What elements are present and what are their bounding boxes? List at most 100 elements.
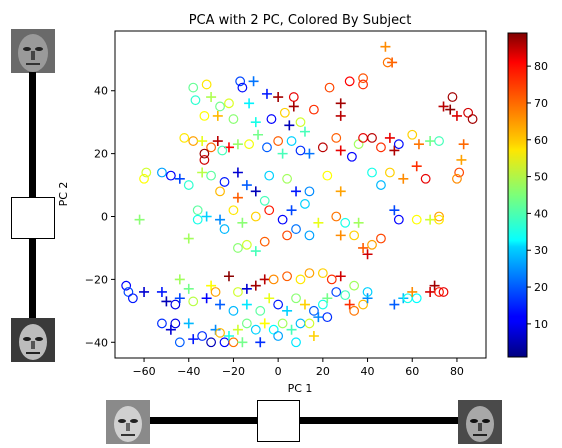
scatter-point-plus [335,271,346,282]
scatter-point-plus [344,299,355,310]
scatter-point-circle [277,318,288,329]
scatter-point-plus [255,337,266,348]
scatter-point-circle [331,211,342,222]
scatter-point-circle [304,186,315,197]
scatter-point-circle [291,293,301,304]
vertical-slider-handle[interactable] [11,197,55,239]
scatter-point-circle [273,331,284,341]
scatter-point-circle [309,104,319,115]
scatter-point-plus [335,145,346,156]
scatter-point-plus [425,136,436,147]
scatter-point-circle [358,73,368,84]
scatter-point-circle [215,186,225,197]
scatter-point-plus [174,274,185,285]
scatter-point-circle [309,305,319,316]
scatter-point-circle [174,337,185,348]
scatter-point-plus [183,318,194,329]
scatter-point-circle [228,114,239,124]
colorbar-tick-label: 50 [534,171,548,184]
y-axis-ticks: −40 −20 0 20 40 [85,85,115,349]
vertical-slider-track[interactable] [29,72,36,320]
scatter-point-circle [340,217,351,228]
scatter-point-circle [228,305,239,316]
scatter-point-plus [183,233,194,244]
scatter-point-circle [382,57,393,68]
x-axis-label: PC 1 [288,382,313,395]
scatter-point-circle [273,136,284,146]
scatter-point-plus [358,242,369,253]
scatter-point-circle [304,268,315,279]
scatter-point-circle [255,305,266,316]
scatter-point-plus [425,214,436,225]
scatter-point-circle [206,337,217,348]
chart-title: PCA with 2 PC, Colored By Subject [189,13,412,28]
scatter-point-circle [362,287,373,297]
y-tick-label: 0 [101,211,108,224]
scatter-point-circle [233,243,243,253]
scatter-point-circle [376,233,386,244]
scatter-point-plus [353,217,364,228]
scatter-point-circle [259,195,270,206]
scatter-point-plus [232,324,243,335]
scatter-point-circle [367,167,377,178]
scatter-point-circle [215,327,225,338]
scatter-point-circle [219,224,230,234]
scatter-point-plus [286,205,297,216]
scatter-point-plus [458,139,469,150]
horizontal-slider-track[interactable] [150,417,460,424]
scatter-point-plus [197,167,208,178]
scatter-point-plus [183,283,194,294]
colorbar-tick-label: 40 [534,207,548,220]
scatter-point-circle [190,95,201,106]
scatter-point-circle [434,211,444,222]
horizontal-slider-handle[interactable] [257,400,300,442]
scatter-point-circle [266,114,277,124]
scatter-point-plus [335,230,346,241]
x-axis-ticks: −60 −40 −20 0 20 40 60 80 [132,358,464,378]
scatter-point-circle [264,205,275,216]
scatter-point-plus [241,299,252,310]
scatter-point-circle [264,170,275,181]
scatter-point-plus [232,167,243,178]
scatter-point-plus [134,214,145,225]
face-thumbnail-icon [11,318,55,362]
scatter-point-circle [340,290,351,301]
scatter-point-circle [219,337,230,348]
scatter-point-circle [353,139,364,150]
scatter-point-circle [241,318,252,329]
scatter-point-plus [174,173,185,184]
scatter-point-plus [335,186,346,197]
scatter-point-circle [268,324,279,335]
scatter-point-circle [259,236,270,247]
colorbar [507,32,528,358]
scatter-point-circle [291,337,301,348]
scatter-point-circle [199,110,210,121]
scatter-point-circle [199,148,210,159]
scatter-point-plus [188,334,199,345]
scatter-point-plus [299,299,310,310]
scatter-point-plus [389,145,400,156]
x-tick-label: 60 [405,365,419,378]
scatter-point-circle [282,173,292,184]
scatter-point-plus [237,337,248,348]
face-thumbnail-icon [106,400,150,444]
scatter-point-plus [451,110,462,121]
y-axis-label: PC 2 [57,182,70,207]
scatter-point-plus [259,274,270,285]
scatter-point-plus [223,330,234,341]
plot-frame [114,30,487,359]
scatter-point-circle [210,287,221,297]
scatter-point-plus [201,211,212,222]
scatter-point-circle [376,180,386,190]
scatter-point-plus [232,192,243,203]
scatter-point-plus [156,286,167,297]
x-tick-label: 80 [450,365,464,378]
scatter-point-circle [233,287,243,297]
scatter-point-circle [157,167,167,178]
scatter-point-circle [192,214,203,225]
scatter-point-circle [188,296,199,307]
scatter-point-circle [331,287,342,297]
scatter-point-circle [317,142,328,153]
scatter-point-circle [376,142,386,153]
scatter-point-plus [139,286,150,297]
